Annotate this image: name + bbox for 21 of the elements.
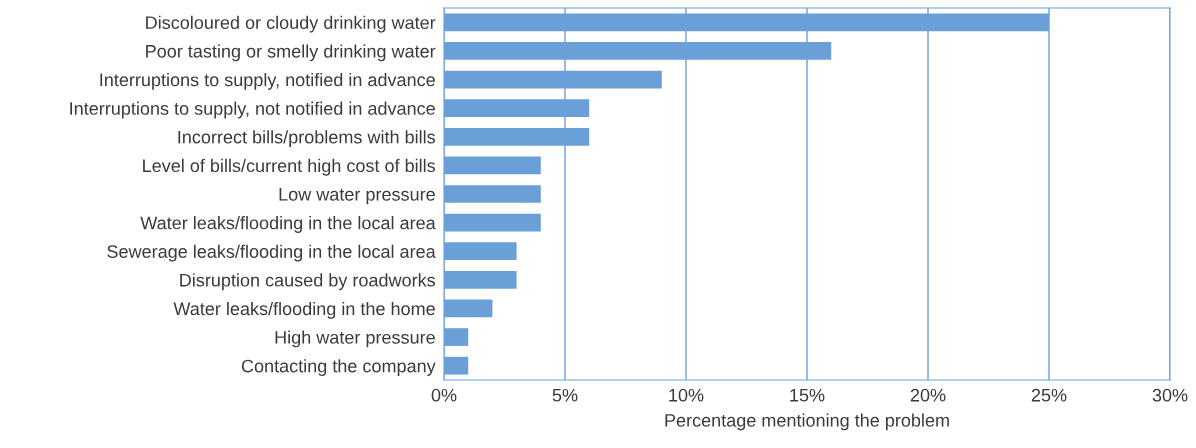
y-tick-label: Water leaks/flooding in the local area: [140, 216, 436, 233]
y-tick-label: Contacting the company: [241, 359, 436, 376]
x-tick-label: 5%: [552, 388, 578, 402]
y-tick-label: Low water pressure: [279, 188, 435, 205]
y-tick-label: Discoloured or cloudy drinking water: [146, 15, 436, 33]
y-tick-label: Disruption caused by roadworks: [180, 273, 436, 291]
x-tick-label: 10%: [669, 388, 704, 402]
y-tick-label: High water pressure: [275, 330, 435, 348]
y-tick-label: Interruptions to supply, notified in advance: [100, 73, 435, 90]
y-tick-label: Poor tasting or smelly drinking water: [146, 44, 436, 62]
x-axis-title: Percentage mentioning the problem: [665, 413, 949, 431]
x-tick-label: 15%: [790, 388, 825, 402]
x-tick-label: 25%: [1031, 388, 1067, 402]
x-tick-label: 20%: [910, 388, 946, 402]
y-tick-label: Level of bills/current high cost of bills: [143, 158, 436, 176]
x-tick-label: 0%: [431, 388, 457, 402]
y-tick-label: Incorrect bills/problems with bills: [178, 130, 436, 148]
y-tick-label: Water leaks/flooding in the home: [173, 301, 435, 319]
x-tick-label: 30%: [1152, 388, 1188, 402]
y-tick-label: Sewerage leaks/flooding in the local area: [107, 244, 436, 262]
y-tick-label: Interruptions to supply, not notified in advance: [70, 101, 435, 119]
